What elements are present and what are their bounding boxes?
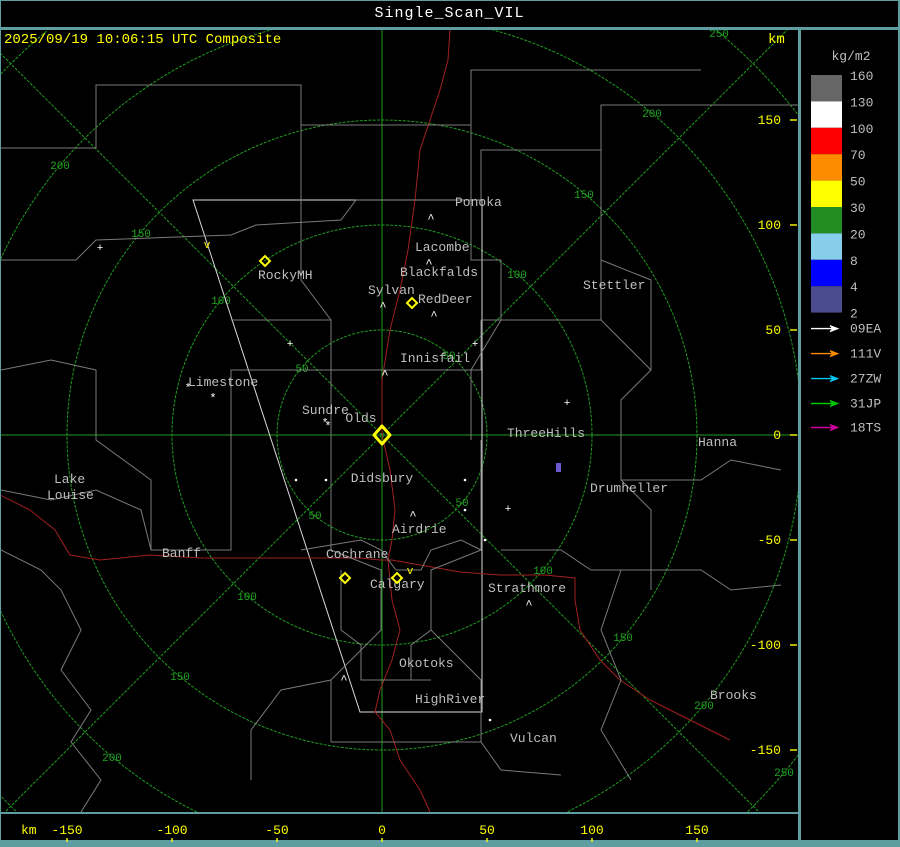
svg-text:100: 100 (758, 218, 781, 233)
svg-text:100: 100 (850, 122, 873, 137)
svg-text:111V: 111V (850, 347, 881, 362)
svg-text:70: 70 (850, 148, 866, 163)
svg-text:130: 130 (850, 95, 873, 110)
svg-text:31JP: 31JP (850, 397, 881, 412)
svg-text:-50: -50 (265, 823, 288, 838)
svg-text:50: 50 (479, 823, 495, 838)
svg-text:09EA: 09EA (850, 322, 881, 337)
svg-text:8: 8 (850, 254, 858, 269)
svg-text:4: 4 (850, 280, 858, 295)
svg-text:-100: -100 (750, 638, 781, 653)
svg-text:20: 20 (850, 227, 866, 242)
svg-text:0: 0 (773, 428, 781, 443)
svg-text:30: 30 (850, 201, 866, 216)
svg-text:0: 0 (378, 823, 386, 838)
svg-text:-100: -100 (156, 823, 187, 838)
svg-text:50: 50 (765, 323, 781, 338)
svg-text:-150: -150 (51, 823, 82, 838)
svg-text:km: km (21, 823, 37, 838)
svg-text:2: 2 (850, 307, 858, 322)
svg-text:-150: -150 (750, 743, 781, 758)
svg-text:150: 150 (758, 113, 781, 128)
svg-text:150: 150 (685, 823, 708, 838)
svg-text:-50: -50 (758, 533, 781, 548)
svg-text:50: 50 (850, 175, 866, 190)
svg-text:27ZW: 27ZW (850, 372, 881, 387)
svg-text:100: 100 (580, 823, 603, 838)
svg-text:160: 160 (850, 69, 873, 84)
svg-text:kg/m2: kg/m2 (831, 49, 870, 64)
svg-text:18TS: 18TS (850, 421, 881, 436)
